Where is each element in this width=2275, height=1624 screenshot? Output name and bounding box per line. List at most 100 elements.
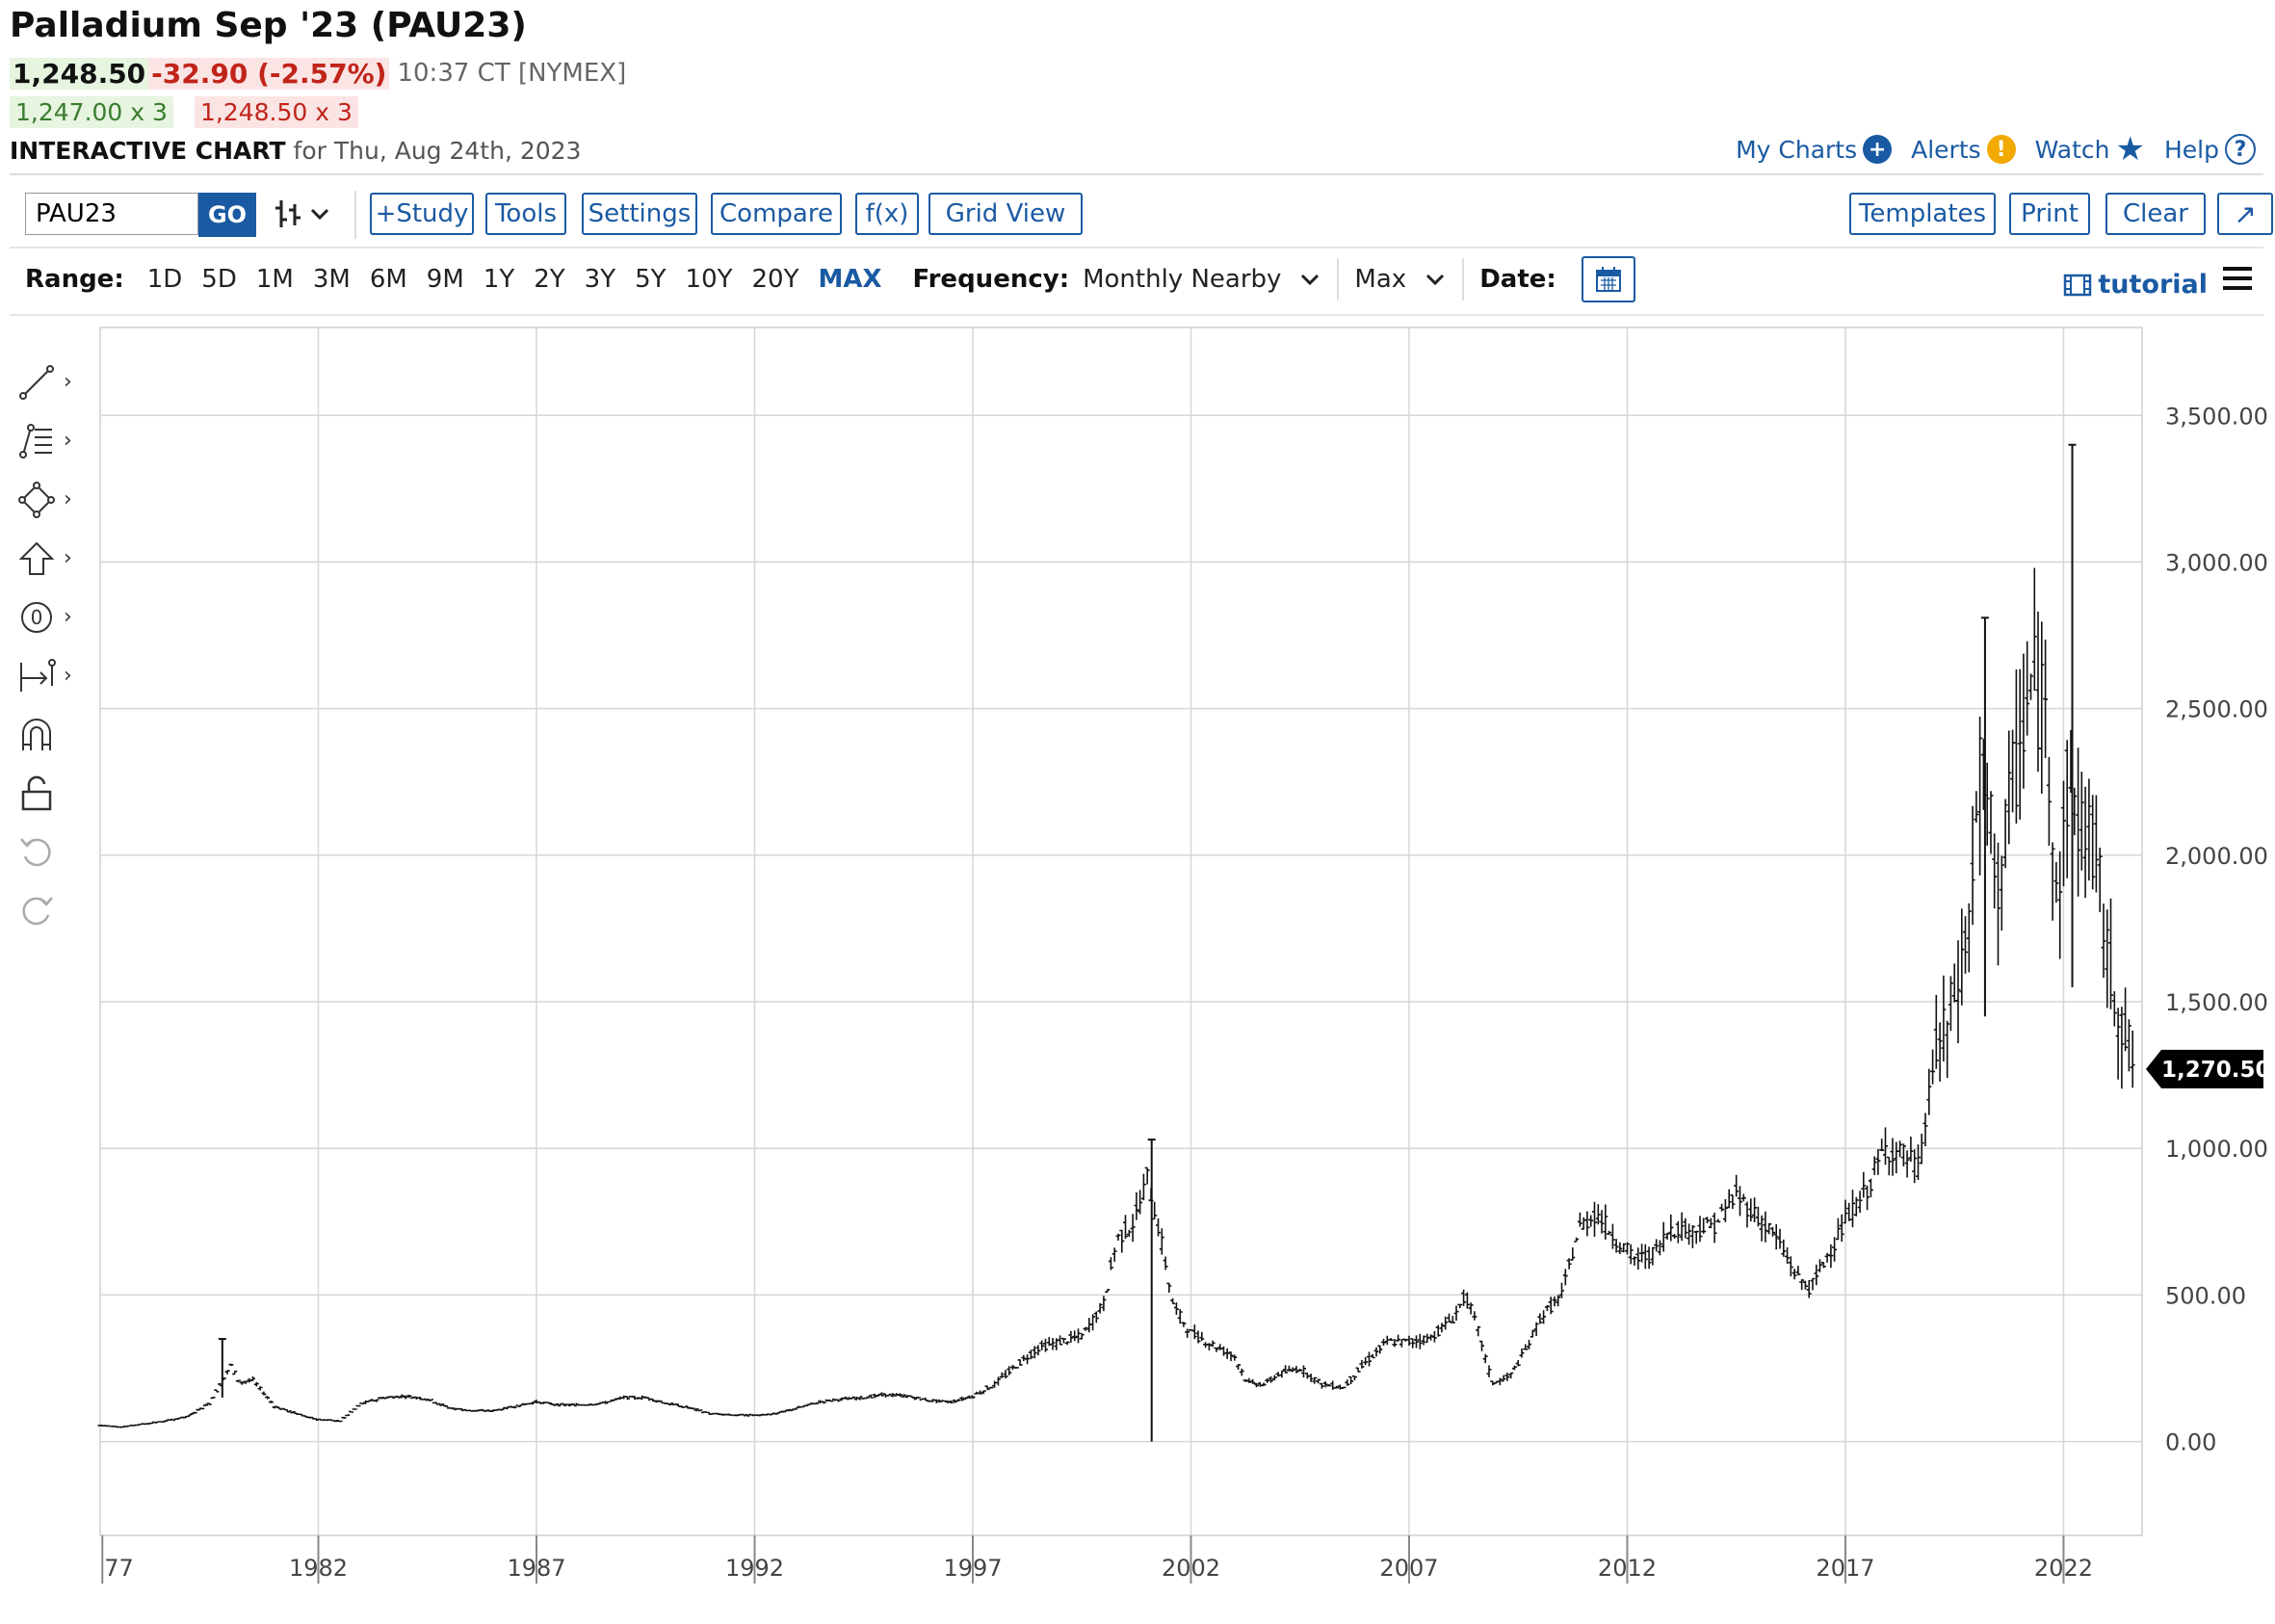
settings-button[interactable]: Settings: [582, 193, 697, 235]
my-charts-link[interactable]: My Charts +: [1736, 135, 1893, 164]
ask-value: 1,248.50 x 3: [194, 96, 358, 128]
x-tick-label: 2002: [1162, 1555, 1220, 1582]
alerts-label: Alerts: [1911, 135, 1981, 164]
top-links: My Charts + Alerts ! Watch ★ Help ?: [1736, 133, 2256, 166]
frequency-label: Frequency:: [912, 265, 1070, 294]
last-price: 1,248.50: [10, 57, 149, 90]
range-option-5d[interactable]: 5D: [201, 265, 237, 294]
chart-heading: INTERACTIVE CHART for Thu, Aug 24th, 202…: [10, 137, 581, 165]
help-label: Help: [2164, 135, 2219, 164]
y-tick-label: 1,000.00: [2165, 1136, 2268, 1163]
compare-button[interactable]: Compare: [711, 193, 842, 235]
svg-text:0: 0: [31, 606, 43, 629]
expand-icon: ↗: [2234, 197, 2257, 230]
toolbar-separator: [354, 191, 356, 239]
range-option-20y[interactable]: 20Y: [751, 265, 799, 294]
x-tick-label: 1982: [289, 1555, 348, 1582]
x-tick-label: 1992: [725, 1555, 784, 1582]
shapes-icon: [18, 481, 55, 518]
y-tick-label: 3,000.00: [2165, 549, 2268, 576]
go-button[interactable]: GO: [198, 193, 256, 237]
bar-type-icon[interactable]: [274, 196, 333, 235]
grid-view-button[interactable]: Grid View: [928, 193, 1083, 235]
x-tick-label: 2017: [1816, 1555, 1874, 1582]
chevron-down-icon: [1426, 274, 1445, 286]
magnet-tool[interactable]: [17, 705, 94, 764]
watch-label: Watch: [2034, 135, 2110, 164]
lock-icon: [21, 775, 52, 810]
redo-button[interactable]: [17, 881, 94, 940]
plot-area: [99, 327, 2143, 1536]
annotation-tool[interactable]: 0 ›: [17, 588, 94, 646]
y-tick-label: 2,000.00: [2165, 843, 2268, 870]
period-value: Max: [1354, 265, 1407, 294]
range-option-3y[interactable]: 3Y: [584, 265, 616, 294]
date-picker-button[interactable]: [1581, 256, 1635, 302]
chart-heading-date: for Thu, Aug 24th, 2023: [293, 137, 582, 165]
fib-tools-icon: [19, 423, 52, 458]
arrow-tool[interactable]: ›: [17, 529, 94, 588]
range-bar: Range: 1D 5D 1M 3M 6M 9M 1Y 2Y 3Y 5Y 10Y 20Y MAX Fre…: [25, 256, 2260, 302]
my-charts-label: My Charts: [1736, 135, 1858, 164]
ohlc-bars: [97, 567, 2135, 1428]
bid-ask: 1,247.00 x 3 1,248.50 x 3: [10, 96, 358, 128]
tools-button[interactable]: Tools: [485, 193, 566, 235]
print-button[interactable]: Print: [2009, 193, 2090, 235]
range-option-1m[interactable]: 1M: [255, 265, 294, 294]
line-tool[interactable]: ›: [17, 353, 94, 411]
range-option-max[interactable]: MAX: [818, 265, 882, 294]
fx-button[interactable]: f(x): [855, 193, 919, 235]
chevron-right-icon: ›: [64, 605, 72, 629]
film-icon: [2064, 274, 2092, 296]
tutorial-link[interactable]: tutorial: [2063, 270, 2208, 300]
study-button[interactable]: +Study: [370, 193, 474, 235]
frequency-select[interactable]: Monthly Nearby: [1083, 265, 1321, 294]
watch-link[interactable]: Watch ★: [2035, 133, 2145, 166]
x-tick-label: 2007: [1379, 1555, 1438, 1582]
undo-icon: [20, 837, 51, 866]
symbol-input[interactable]: [25, 193, 198, 235]
quote-line: 1,248.50 -32.90 (-2.57%) 10:37 CT [NYMEX…: [10, 56, 626, 91]
expand-button[interactable]: ↗: [2217, 193, 2273, 235]
tutorial-label: tutorial: [2098, 270, 2208, 300]
range-option-6m[interactable]: 6M: [369, 265, 407, 294]
range-option-2y[interactable]: 2Y: [534, 265, 565, 294]
divider: [10, 247, 2263, 249]
range-label: Range:: [25, 265, 124, 294]
fib-tool[interactable]: ›: [17, 411, 94, 470]
range-option-1y[interactable]: 1Y: [483, 265, 515, 294]
templates-button[interactable]: Templates: [1849, 193, 1996, 235]
range-option-10y[interactable]: 10Y: [685, 265, 733, 294]
toolbar: GO +Study Tools Settings Compare f(x) Gr…: [25, 191, 2273, 241]
shapes-tool[interactable]: ›: [17, 470, 94, 529]
measure-tool[interactable]: ›: [17, 646, 94, 705]
quote-time: 10:37 CT [NYMEX]: [397, 59, 627, 88]
x-tick-label: 1987: [507, 1555, 565, 1582]
chevron-right-icon: ›: [64, 429, 72, 453]
clear-button[interactable]: Clear: [2105, 193, 2206, 235]
chart-heading-bold: INTERACTIVE CHART: [10, 137, 286, 165]
undo-button[interactable]: [17, 823, 94, 881]
range-options: 1D 5D 1M 3M 6M 9M 1Y 2Y 3Y 5Y 10Y 20Y MAX: [138, 265, 892, 294]
line-draw-icon: [19, 364, 54, 400]
range-option-3m[interactable]: 3M: [312, 265, 351, 294]
bid-value: 1,247.00 x 3: [10, 96, 173, 128]
plus-circle-icon: +: [1863, 135, 1893, 164]
date-label: Date:: [1479, 265, 1556, 294]
calendar-icon: [1595, 267, 1621, 292]
lock-tool[interactable]: [17, 764, 94, 823]
divider: [10, 314, 2263, 316]
range-option-5y[interactable]: 5Y: [635, 265, 667, 294]
menu-icon[interactable]: [2221, 264, 2254, 297]
x-tick-label: 77: [104, 1555, 134, 1582]
alerts-link[interactable]: Alerts !: [1911, 135, 2016, 164]
period-select[interactable]: Max: [1354, 265, 1447, 294]
range-option-1d[interactable]: 1D: [146, 265, 183, 294]
chevron-down-icon: [1301, 274, 1320, 286]
chevron-right-icon: ›: [64, 546, 72, 570]
redo-icon: [22, 896, 53, 925]
range-option-9m[interactable]: 9M: [426, 265, 464, 294]
help-link[interactable]: Help ?: [2164, 134, 2256, 165]
page-title: Palladium Sep '23 (PAU23): [10, 6, 527, 45]
